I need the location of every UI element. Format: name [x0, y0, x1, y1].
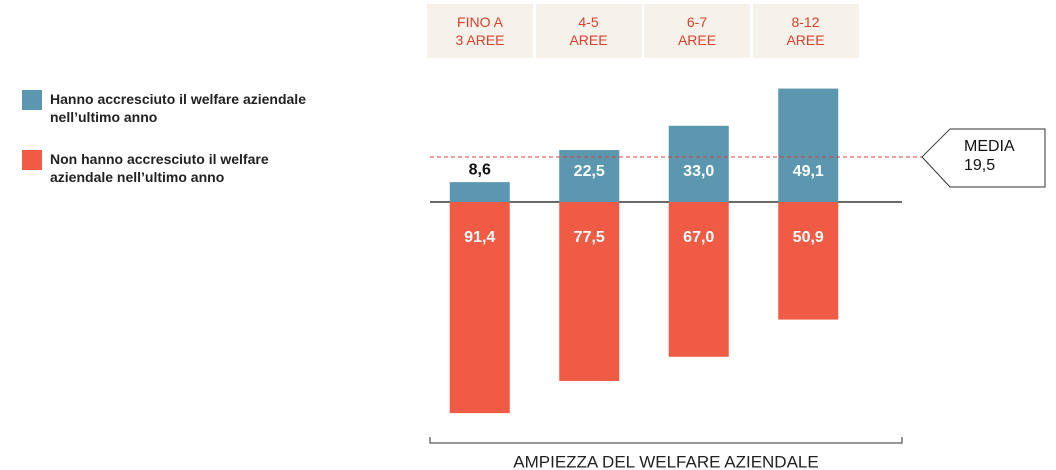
category-label: 6-7 AREE — [677, 14, 717, 48]
legend-item: Hanno accresciuto il welfare aziendale n… — [22, 90, 320, 126]
bar — [778, 88, 839, 202]
bar — [559, 150, 620, 202]
category-label: FINO A 3 AREE — [455, 14, 505, 48]
bar — [449, 182, 510, 202]
reference-label: MEDIA — [964, 138, 1015, 155]
legend-item: Non hanno accresciuto il welfare azienda… — [22, 150, 320, 186]
value-label: 67,0 — [683, 229, 714, 246]
value-label: 77,5 — [574, 229, 605, 246]
legend-label: Hanno accresciuto il welfare aziendale n… — [50, 91, 306, 125]
bar — [668, 125, 729, 202]
legend-swatch — [22, 90, 42, 110]
category-header: 6-7 AREE — [644, 4, 750, 58]
category-header: FINO A 3 AREE — [427, 4, 533, 58]
x-axis-title: AMPIEZZA DEL WELFARE AZIENDALE — [513, 452, 818, 470]
value-label: 91,4 — [464, 229, 495, 246]
category-header: 4-5 AREE — [535, 4, 642, 58]
bar — [449, 202, 510, 414]
legend-label: Non hanno accresciuto il welfare azienda… — [50, 151, 269, 185]
reference-value: 19,5 — [964, 157, 995, 174]
category-label: 4-5 AREE — [569, 14, 608, 48]
category-label: 8-12 AREE — [786, 14, 825, 48]
value-label: 49,1 — [793, 163, 824, 180]
value-label: 50,9 — [793, 229, 824, 246]
value-label: 22,5 — [574, 163, 605, 180]
bar — [778, 202, 839, 320]
legend-swatch — [22, 150, 42, 170]
bar — [668, 202, 729, 357]
reference-callout — [921, 128, 1046, 188]
bar — [559, 202, 620, 382]
x-axis-bracket — [429, 437, 903, 444]
value-label: 33,0 — [683, 163, 714, 180]
category-header: 8-12 AREE — [752, 4, 859, 58]
value-label: 8,6 — [469, 161, 491, 178]
